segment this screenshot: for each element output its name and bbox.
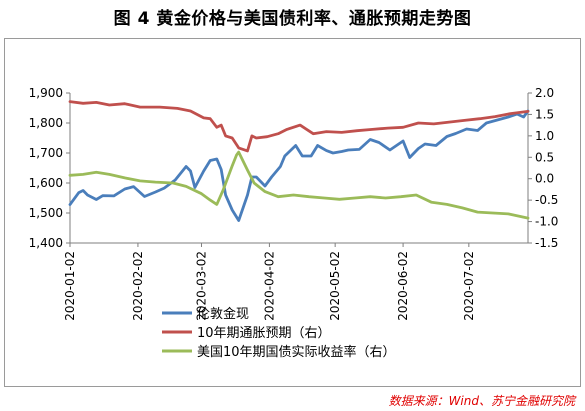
data-source-note: 数据来源：Wind、苏宁金融研究院 [388,394,575,408]
series-line-2 [68,100,530,153]
chart-frame [4,38,581,387]
y-right-tick-label: 0.0 [535,172,554,186]
y-right-tick-label: -0.5 [535,193,558,207]
x-tick-label: 2020-05-02 [328,251,342,321]
y-right-tick-label: -1.5 [535,236,558,250]
x-tick-label: 2020-04-02 [262,251,276,321]
y-left-tick-label: 1,500 [29,206,63,220]
x-tick-label: 2020-02-02 [131,251,145,321]
y-right-tick-label: 2.0 [535,86,554,100]
y-left-tick-label: 1,700 [29,146,63,160]
y-right-tick-label: 1.5 [535,107,554,121]
y-left-tick-label: 1,400 [29,236,63,250]
legend-label-2: 10年期通胀预期（右） [197,326,331,341]
legend-label-3: 美国10年期国债实际收益率（右） [197,344,396,360]
series-line-1 [68,109,530,222]
x-tick-label: 2020-06-02 [396,251,410,321]
y-right-tick-label: 1.0 [535,129,554,143]
legend-label-1: 伦敦金现 [197,306,249,322]
y-left-tick-label: 1,900 [29,86,63,100]
y-left-tick-label: 1,600 [29,176,63,190]
y-right-tick-label: 0.5 [535,150,554,164]
x-tick-label: 2020-07-02 [462,251,476,321]
x-tick-label: 2020-01-02 [63,251,77,321]
x-tick-label: 2020-03-02 [194,251,208,321]
y-left-tick-label: 1,800 [29,116,63,130]
chart-title: 图 4 黄金价格与美国债利率、通胀预期走势图 [113,9,472,29]
series-line-3 [68,150,530,220]
y-right-tick-label: -1.0 [535,215,558,229]
